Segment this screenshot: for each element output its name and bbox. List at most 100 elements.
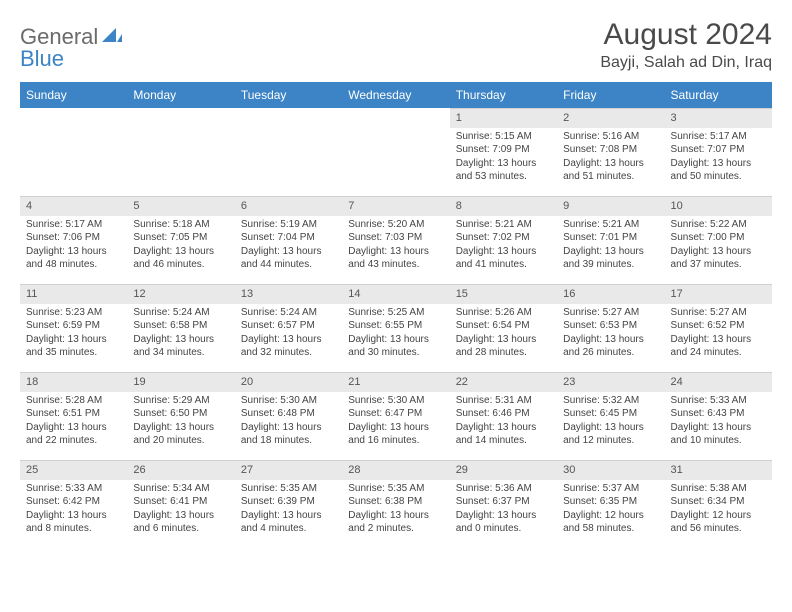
day-number: 3 (665, 108, 772, 128)
day-text: Sunrise: 5:22 AMSunset: 7:00 PMDaylight:… (665, 216, 772, 276)
day-text: Sunrise: 5:24 AMSunset: 6:58 PMDaylight:… (127, 304, 234, 364)
calendar-cell: 1Sunrise: 5:15 AMSunset: 7:09 PMDaylight… (450, 108, 557, 196)
day-text: Sunrise: 5:33 AMSunset: 6:43 PMDaylight:… (665, 392, 772, 452)
day-text: Sunrise: 5:17 AMSunset: 7:06 PMDaylight:… (20, 216, 127, 276)
calendar-cell (20, 108, 127, 196)
day-text: Sunrise: 5:15 AMSunset: 7:09 PMDaylight:… (450, 128, 557, 188)
day-number: 8 (450, 196, 557, 216)
day-text: Sunrise: 5:16 AMSunset: 7:08 PMDaylight:… (557, 128, 664, 188)
day-number: 28 (342, 460, 449, 480)
day-text: Sunrise: 5:34 AMSunset: 6:41 PMDaylight:… (127, 480, 234, 540)
calendar-cell: 10Sunrise: 5:22 AMSunset: 7:00 PMDayligh… (665, 196, 772, 284)
day-number: 24 (665, 372, 772, 392)
weekday-header: Thursday (450, 82, 557, 108)
day-number: 30 (557, 460, 664, 480)
day-number: 27 (235, 460, 342, 480)
day-text: Sunrise: 5:36 AMSunset: 6:37 PMDaylight:… (450, 480, 557, 540)
calendar-cell: 15Sunrise: 5:26 AMSunset: 6:54 PMDayligh… (450, 284, 557, 372)
calendar-head: Sunday Monday Tuesday Wednesday Thursday… (20, 82, 772, 108)
calendar-cell: 16Sunrise: 5:27 AMSunset: 6:53 PMDayligh… (557, 284, 664, 372)
day-text: Sunrise: 5:27 AMSunset: 6:52 PMDaylight:… (665, 304, 772, 364)
calendar-cell: 21Sunrise: 5:30 AMSunset: 6:47 PMDayligh… (342, 372, 449, 460)
calendar-cell: 26Sunrise: 5:34 AMSunset: 6:41 PMDayligh… (127, 460, 234, 548)
title-block: August 2024 Bayji, Salah ad Din, Iraq (600, 18, 772, 72)
day-number: 25 (20, 460, 127, 480)
header: General August 2024 Bayji, Salah ad Din,… (20, 18, 772, 72)
calendar-body: 1Sunrise: 5:15 AMSunset: 7:09 PMDaylight… (20, 108, 772, 548)
calendar-cell: 23Sunrise: 5:32 AMSunset: 6:45 PMDayligh… (557, 372, 664, 460)
calendar-cell: 6Sunrise: 5:19 AMSunset: 7:04 PMDaylight… (235, 196, 342, 284)
brand-sail-icon (102, 26, 122, 49)
calendar-cell (342, 108, 449, 196)
calendar-cell: 12Sunrise: 5:24 AMSunset: 6:58 PMDayligh… (127, 284, 234, 372)
day-number: 22 (450, 372, 557, 392)
day-text: Sunrise: 5:21 AMSunset: 7:02 PMDaylight:… (450, 216, 557, 276)
calendar-row: 18Sunrise: 5:28 AMSunset: 6:51 PMDayligh… (20, 372, 772, 460)
calendar-cell: 31Sunrise: 5:38 AMSunset: 6:34 PMDayligh… (665, 460, 772, 548)
calendar-row: 4Sunrise: 5:17 AMSunset: 7:06 PMDaylight… (20, 196, 772, 284)
day-number: 5 (127, 196, 234, 216)
day-text: Sunrise: 5:29 AMSunset: 6:50 PMDaylight:… (127, 392, 234, 452)
day-number: 1 (450, 108, 557, 128)
day-text: Sunrise: 5:32 AMSunset: 6:45 PMDaylight:… (557, 392, 664, 452)
calendar-cell: 13Sunrise: 5:24 AMSunset: 6:57 PMDayligh… (235, 284, 342, 372)
day-text: Sunrise: 5:23 AMSunset: 6:59 PMDaylight:… (20, 304, 127, 364)
calendar-cell: 19Sunrise: 5:29 AMSunset: 6:50 PMDayligh… (127, 372, 234, 460)
weekday-header: Saturday (665, 82, 772, 108)
calendar-cell: 24Sunrise: 5:33 AMSunset: 6:43 PMDayligh… (665, 372, 772, 460)
calendar-cell: 5Sunrise: 5:18 AMSunset: 7:05 PMDaylight… (127, 196, 234, 284)
day-text: Sunrise: 5:24 AMSunset: 6:57 PMDaylight:… (235, 304, 342, 364)
day-number: 21 (342, 372, 449, 392)
day-number: 19 (127, 372, 234, 392)
calendar-cell: 17Sunrise: 5:27 AMSunset: 6:52 PMDayligh… (665, 284, 772, 372)
calendar-cell: 3Sunrise: 5:17 AMSunset: 7:07 PMDaylight… (665, 108, 772, 196)
calendar-cell: 27Sunrise: 5:35 AMSunset: 6:39 PMDayligh… (235, 460, 342, 548)
day-number: 7 (342, 196, 449, 216)
calendar-cell: 14Sunrise: 5:25 AMSunset: 6:55 PMDayligh… (342, 284, 449, 372)
day-number: 26 (127, 460, 234, 480)
brand-part2: Blue (20, 46, 64, 71)
day-number: 11 (20, 284, 127, 304)
day-text: Sunrise: 5:26 AMSunset: 6:54 PMDaylight:… (450, 304, 557, 364)
day-number: 16 (557, 284, 664, 304)
month-title: August 2024 (600, 18, 772, 52)
calendar-cell: 11Sunrise: 5:23 AMSunset: 6:59 PMDayligh… (20, 284, 127, 372)
page: General August 2024 Bayji, Salah ad Din,… (0, 0, 792, 566)
day-number: 12 (127, 284, 234, 304)
day-number: 4 (20, 196, 127, 216)
day-number: 29 (450, 460, 557, 480)
day-number: 10 (665, 196, 772, 216)
calendar-cell: 2Sunrise: 5:16 AMSunset: 7:08 PMDaylight… (557, 108, 664, 196)
weekday-header: Wednesday (342, 82, 449, 108)
calendar-cell: 30Sunrise: 5:37 AMSunset: 6:35 PMDayligh… (557, 460, 664, 548)
day-text: Sunrise: 5:18 AMSunset: 7:05 PMDaylight:… (127, 216, 234, 276)
day-number: 18 (20, 372, 127, 392)
calendar-cell: 9Sunrise: 5:21 AMSunset: 7:01 PMDaylight… (557, 196, 664, 284)
calendar-row: 25Sunrise: 5:33 AMSunset: 6:42 PMDayligh… (20, 460, 772, 548)
calendar-cell: 20Sunrise: 5:30 AMSunset: 6:48 PMDayligh… (235, 372, 342, 460)
day-text: Sunrise: 5:17 AMSunset: 7:07 PMDaylight:… (665, 128, 772, 188)
calendar-cell: 18Sunrise: 5:28 AMSunset: 6:51 PMDayligh… (20, 372, 127, 460)
day-number: 2 (557, 108, 664, 128)
day-number: 23 (557, 372, 664, 392)
day-text: Sunrise: 5:38 AMSunset: 6:34 PMDaylight:… (665, 480, 772, 540)
day-number: 13 (235, 284, 342, 304)
calendar-cell: 22Sunrise: 5:31 AMSunset: 6:46 PMDayligh… (450, 372, 557, 460)
calendar-cell (127, 108, 234, 196)
calendar-row: 11Sunrise: 5:23 AMSunset: 6:59 PMDayligh… (20, 284, 772, 372)
brand-part2-wrap: Blue (20, 46, 64, 72)
day-text: Sunrise: 5:30 AMSunset: 6:48 PMDaylight:… (235, 392, 342, 452)
calendar-cell: 8Sunrise: 5:21 AMSunset: 7:02 PMDaylight… (450, 196, 557, 284)
day-text: Sunrise: 5:33 AMSunset: 6:42 PMDaylight:… (20, 480, 127, 540)
day-text: Sunrise: 5:25 AMSunset: 6:55 PMDaylight:… (342, 304, 449, 364)
day-text: Sunrise: 5:21 AMSunset: 7:01 PMDaylight:… (557, 216, 664, 276)
day-text: Sunrise: 5:35 AMSunset: 6:38 PMDaylight:… (342, 480, 449, 540)
calendar-row: 1Sunrise: 5:15 AMSunset: 7:09 PMDaylight… (20, 108, 772, 196)
day-number: 14 (342, 284, 449, 304)
calendar-cell: 28Sunrise: 5:35 AMSunset: 6:38 PMDayligh… (342, 460, 449, 548)
day-text: Sunrise: 5:35 AMSunset: 6:39 PMDaylight:… (235, 480, 342, 540)
weekday-header: Monday (127, 82, 234, 108)
day-number: 31 (665, 460, 772, 480)
calendar-cell: 4Sunrise: 5:17 AMSunset: 7:06 PMDaylight… (20, 196, 127, 284)
day-text: Sunrise: 5:30 AMSunset: 6:47 PMDaylight:… (342, 392, 449, 452)
